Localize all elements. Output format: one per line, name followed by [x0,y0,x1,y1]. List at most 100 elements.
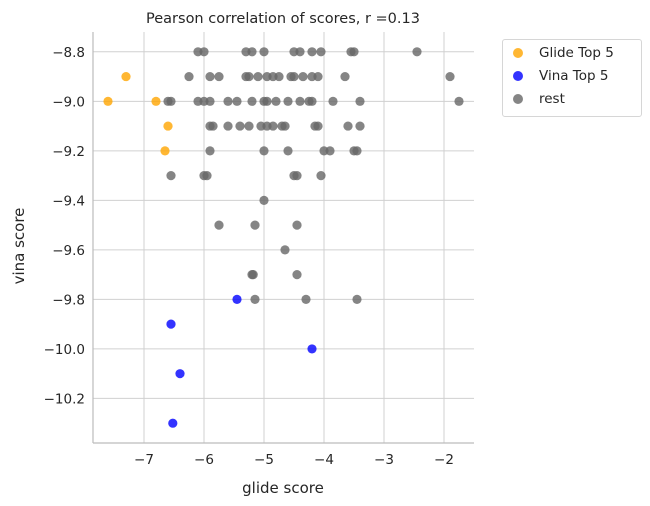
grid [93,32,474,443]
point-rest [316,47,326,57]
x-tick-label: −4 [314,452,334,468]
point-rest [202,171,212,181]
y-axis-label: vina score [10,208,28,285]
point-vina-top-5 [232,294,242,304]
point-rest [250,294,260,304]
point-rest [454,96,464,106]
point-rest [253,71,263,82]
point-rest [292,270,302,280]
point-rest [355,96,365,106]
legend-item-vina-top5: Vina Top 5 [513,67,608,85]
point-rest [232,96,242,106]
point-rest [205,96,215,106]
point-rest [307,47,317,57]
point-rest [301,294,311,304]
point-rest [248,270,258,280]
point-rest [352,146,362,156]
point-vina-top-5 [168,418,178,428]
y-tick-label: −9.2 [52,144,85,160]
y-tick-label: −10.2 [44,391,85,407]
point-rest [313,121,323,131]
point-rest [199,47,209,57]
point-vina-top-5 [175,369,185,379]
legend-swatch-glide-icon [513,48,523,58]
point-rest [352,294,362,304]
axes-spines [92,32,474,444]
x-tick-label: −7 [134,452,154,468]
legend-label: rest [539,91,565,107]
x-tick-labels: −7 −6 −5 −4 −3 −2 [134,452,454,468]
point-rest [259,146,269,156]
point-rest [223,96,233,106]
point-rest [349,47,359,57]
legend-item-rest: rest [513,90,565,108]
point-rest [292,171,302,181]
point-rest [259,47,269,57]
point-rest [223,121,233,131]
point-rest [184,71,194,82]
point-glide-top-5 [103,96,113,106]
point-rest [295,96,305,106]
point-glide-top-5 [151,96,161,106]
point-glide-top-5 [163,121,173,131]
y-tick-labels: −8.8 −9.0 −9.2 −9.4 −9.6 −9.8 −10.0 −10.2 [44,45,85,408]
legend: Glide Top 5 Vina Top 5 rest [502,39,642,117]
chart-title: Pearson correlation of scores, r =0.13 [146,11,420,27]
point-rest [214,71,224,82]
point-rest [271,96,281,106]
point-rest [262,96,272,106]
point-rest [292,220,302,230]
point-rest [280,245,290,255]
point-rest [247,96,257,106]
point-rest [343,121,353,131]
point-rest [244,121,254,131]
point-glide-top-5 [121,71,131,82]
point-rest [307,96,317,106]
legend-swatch-vina-icon [513,71,523,81]
legend-label: Vina Top 5 [539,68,609,84]
y-tick-label: −9.6 [52,243,85,259]
point-rest [280,121,290,131]
point-rest [316,171,326,181]
point-rest [274,71,284,82]
data-points [103,47,464,428]
point-rest [205,71,215,82]
point-rest [313,71,323,82]
point-rest [298,71,308,82]
point-glide-top-5 [160,146,170,156]
point-rest [283,146,293,156]
x-tick-label: −2 [434,452,454,468]
y-tick-label: −8.8 [52,45,85,61]
x-tick-label: −5 [254,452,274,468]
x-tick-label: −6 [194,452,214,468]
point-rest [235,121,245,131]
point-rest [340,71,350,82]
point-rest [325,146,335,156]
point-vina-top-5 [166,319,176,329]
y-tick-label: −10.0 [44,342,85,358]
legend-item-glide-top5: Glide Top 5 [513,44,614,62]
point-vina-top-5 [307,344,317,354]
point-rest [445,71,455,82]
point-rest [283,96,293,106]
legend-label: Glide Top 5 [539,45,614,61]
legend-swatch-rest-icon [513,94,523,104]
point-rest [214,220,224,230]
point-rest [328,96,338,106]
point-rest [268,121,278,131]
point-rest [205,146,215,156]
y-tick-label: −9.4 [52,193,85,209]
point-rest [289,71,299,82]
point-rest [247,47,257,57]
point-rest [355,121,365,131]
y-tick-label: −9.0 [52,94,85,110]
point-rest [412,47,422,57]
y-tick-label: −9.8 [52,292,85,308]
x-axis-label: glide score [242,479,324,497]
point-rest [166,171,176,181]
point-rest [295,47,305,57]
point-rest [166,96,176,106]
point-rest [259,195,269,205]
point-rest [244,71,254,82]
